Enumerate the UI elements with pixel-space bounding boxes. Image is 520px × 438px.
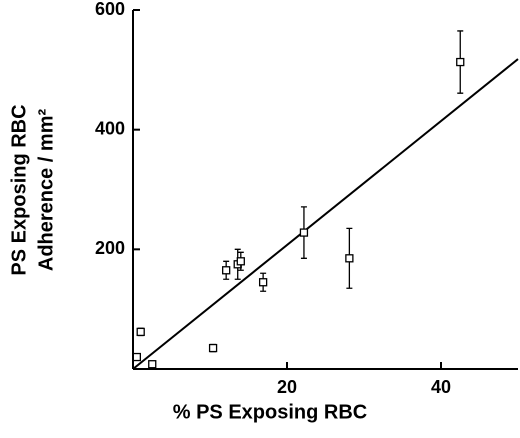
x-axis-label: % PS Exposing RBC bbox=[173, 401, 367, 423]
point bbox=[456, 57, 465, 67]
y-axis-label: PS Exposing RBC bbox=[8, 104, 30, 275]
point bbox=[236, 257, 245, 266]
point bbox=[208, 343, 218, 353]
x-tick-label: 20 bbox=[277, 377, 297, 397]
fit-line bbox=[132, 58, 519, 370]
point bbox=[345, 254, 354, 263]
x-tick-label: 40 bbox=[431, 377, 451, 397]
point bbox=[148, 360, 157, 369]
y-tick-label: 600 bbox=[95, 0, 125, 19]
y-axis-label: Adherence / mm² bbox=[35, 109, 57, 272]
point bbox=[258, 278, 268, 287]
point bbox=[132, 352, 142, 362]
y-tick-label: 200 bbox=[95, 238, 125, 258]
point bbox=[299, 228, 309, 237]
point bbox=[136, 327, 145, 337]
y-tick-label: 400 bbox=[95, 118, 125, 138]
point bbox=[222, 266, 231, 275]
